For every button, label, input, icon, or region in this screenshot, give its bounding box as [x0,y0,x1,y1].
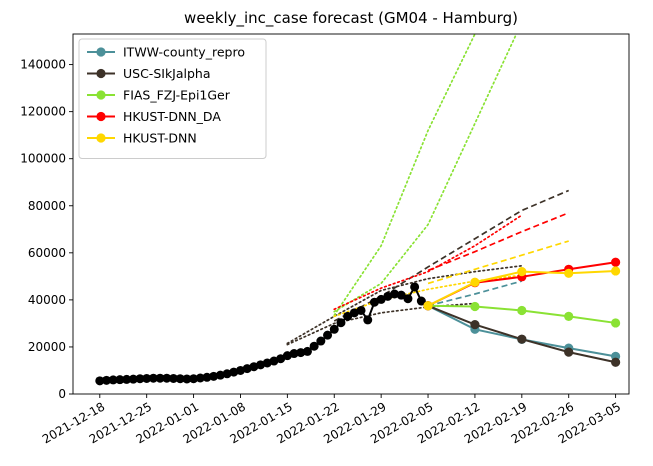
observed-point [182,374,192,384]
forecast-point [423,301,433,311]
observed-point [316,336,326,346]
legend-label: ITWW-county_repro [123,45,245,60]
forecast-point [564,268,574,278]
observed-point [343,311,353,321]
legend-label: HKUST-DNN [123,131,197,146]
observed-point [108,375,118,385]
observed-point [403,294,413,304]
observed-point [309,341,319,351]
y-tick-label: 80000 [28,199,66,213]
observed-point [276,354,286,364]
observed-point [175,374,185,384]
past-forecast-line [333,189,570,322]
y-tick-label: 40000 [28,293,66,307]
y-tick-label: 0 [58,387,66,401]
forecast-point [517,267,527,277]
y-tick-label: 140000 [20,58,66,72]
observed-point [209,371,219,381]
y-axis: 0 20000 40000 60000 80000 100000 120000 140000 [20,58,73,401]
observed-point [101,375,111,385]
observed-point [128,374,138,384]
forecast-point [564,347,574,357]
observed-point [215,370,225,380]
y-tick-label: 60000 [28,246,66,260]
observed-point [356,305,366,315]
forecast-point [517,334,527,344]
observed-point [410,282,420,292]
legend: ITWW-county_repro USC-SIkJalpha FIAS_FZJ-E… [78,38,267,159]
observed-point [95,376,105,386]
observed-point [329,324,339,334]
forecast-point [470,301,480,312]
forecast-point [611,257,621,267]
observed-point [122,374,132,384]
forecast-point [611,318,621,328]
forecast-point [611,266,621,276]
observed-point [155,373,165,383]
y-tick-label: 100000 [20,152,66,166]
observed-point [289,349,299,359]
past-forecast-line [427,280,523,307]
observed-point [142,373,152,383]
observed-point [202,372,212,382]
axes-frame [72,33,630,395]
observed-point [416,296,426,306]
legend-marker [96,47,106,57]
legend-marker [96,133,106,143]
legend-marker [96,68,106,79]
past-forecast-line [427,240,569,285]
legend-marker [96,111,106,122]
observed-point [390,289,400,299]
legend-marker [96,90,106,100]
chart-title: weekly_inc_case forecast (GM04 - Hamburg… [184,9,518,28]
past-forecast-line [333,214,523,311]
forecast-point [470,319,480,330]
observed-point [148,373,158,383]
observed-point [115,375,125,385]
plot-area [95,34,621,386]
observed-point [162,373,172,383]
x-axis: 2021-12-182021-12-252022-01-012022-01-08… [40,394,623,446]
observed-point [296,348,306,358]
past-forecast-line [286,264,523,345]
observed-point [302,346,312,356]
past-forecast-line [333,34,476,317]
observed-point [135,374,145,384]
past-forecast-line [333,34,518,313]
forecast-point [564,311,574,321]
past-forecast-line [286,302,476,346]
legend-label: HKUST-DNN_DA [123,109,221,124]
forecast-point [470,277,480,287]
observed-point [376,294,386,304]
observed-point [323,330,333,340]
forecast-point [611,357,621,367]
observed-point [396,290,406,300]
observed-point [336,318,346,328]
observed-point [189,374,199,384]
forecast-point [517,305,527,316]
legend-box [78,38,267,159]
observed-point [168,373,178,383]
legend-label: USC-SIkJalpha [123,66,211,81]
observed-point [195,373,205,383]
y-tick-label: 120000 [20,105,66,119]
past-forecast-line [427,212,570,272]
y-tick-label: 20000 [28,340,66,354]
legend-label: FIAS_FZJ-Epi1Ger [123,88,231,103]
observed-point [363,315,373,325]
